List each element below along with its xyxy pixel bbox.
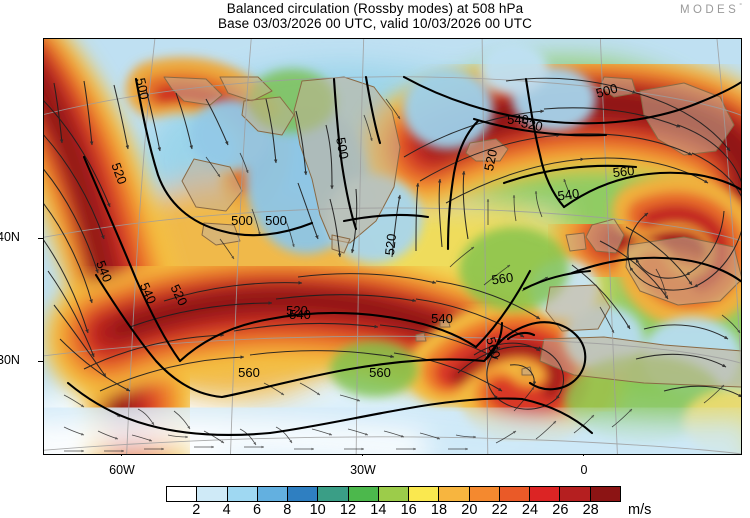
- contour-labels: 500 500 500 500 500 520 520 520 520 520 …: [93, 77, 635, 380]
- contour-label-500-a: 500: [133, 77, 152, 101]
- x-axis-label-30w: 30W: [350, 463, 376, 477]
- brand-text: MODES: [680, 3, 740, 16]
- colorbar-segment-0: [167, 487, 198, 501]
- colorbar-segment-6: [348, 487, 379, 501]
- colorbar-segment-8: [409, 487, 440, 501]
- title-line-2: Base 03/03/2026 00 UTC, valid 10/03/2026…: [218, 16, 532, 31]
- colorbar-tick-22: 22: [491, 502, 508, 518]
- modes-logo: MODES°: [680, 3, 742, 16]
- colorbar[interactable]: [166, 486, 621, 502]
- colorbar-unit-label: m/s: [628, 502, 652, 518]
- y-axis-label-40n: 40N: [0, 230, 20, 244]
- figure-title: Balanced circulation (Rossby modes) at 5…: [0, 1, 750, 31]
- brand-mark: °: [739, 3, 742, 10]
- contour-label-560-b: 560: [369, 365, 391, 380]
- contour-label-500-f: 520: [520, 115, 544, 134]
- contour-label-560-a: 560: [238, 365, 260, 380]
- contour-label-520-e: 520: [481, 148, 500, 172]
- colorbar-tick-labels: 2 4 6 8 10 12 14 16 18 20 22 24 26 28: [166, 502, 621, 518]
- contour-label-500-e: 500: [594, 80, 619, 100]
- colorbar-segment-9: [439, 487, 470, 501]
- contour-label-500-b: 500: [231, 213, 253, 228]
- y-tick-30n: [38, 361, 44, 363]
- map-canvas: 500 500 500 500 500 520 520 520 520 520 …: [44, 39, 741, 454]
- contour-label-540-d: 540: [431, 311, 453, 326]
- y-tick-40n: [38, 238, 44, 240]
- colorbar-tick-4: 4: [222, 502, 231, 518]
- wind-vectors: [44, 77, 741, 453]
- contour-label-520-d: 520: [382, 233, 399, 256]
- contour-label-540-e: 560: [483, 335, 503, 360]
- colorbar-tick-6: 6: [252, 502, 262, 518]
- colorbar-tick-16: 16: [400, 502, 417, 518]
- colorbar-tick-20: 20: [461, 502, 478, 518]
- colorbar-tick-18: 18: [430, 502, 448, 518]
- contour-label-520-a: 520: [108, 161, 130, 187]
- title-line-1: Balanced circulation (Rossby modes) at 5…: [226, 1, 524, 16]
- contour-label-520-g: 540: [557, 186, 581, 204]
- y-axis-label-30n: 30N: [0, 353, 20, 367]
- colorbar-segment-2: [227, 487, 258, 501]
- colorbar-segment-10: [469, 487, 500, 501]
- geopotential-contours: [66, 75, 741, 436]
- colorbar-segment-13: [560, 487, 591, 501]
- contour-label-540-c: 540: [289, 307, 311, 322]
- colorbar-tick-12: 12: [339, 502, 357, 518]
- contour-label-540-g: 560: [612, 163, 635, 180]
- colorbar-tick-14: 14: [370, 502, 387, 518]
- contour-label-500-c: 500: [265, 213, 287, 228]
- colorbar-tick-28: 28: [582, 502, 599, 518]
- colorbar-tick-10: 10: [309, 502, 326, 518]
- map-plot-area[interactable]: 500 500 500 500 500 520 520 520 520 520 …: [43, 38, 742, 455]
- colorbar-segment-7: [378, 487, 410, 501]
- colorbar-tick-26: 26: [552, 502, 569, 518]
- colorbar-segment-11: [499, 487, 531, 501]
- contour-label-540-f: 560: [491, 270, 515, 288]
- contour-label-500-d: 500: [333, 136, 352, 160]
- colorbar-segment-3: [257, 487, 289, 501]
- x-axis-label-0: 0: [580, 463, 588, 477]
- colorbar-segment-1: [197, 487, 228, 501]
- colorbar-segment-12: [530, 487, 561, 501]
- colorbar-segment-14: [590, 487, 620, 501]
- x-axis-label-60w: 60W: [109, 463, 135, 477]
- colorbar-tick-8: 8: [283, 502, 292, 518]
- map-layers: 500 500 500 500 500 520 520 520 520 520 …: [44, 39, 741, 454]
- colorbar-segment-5: [318, 487, 349, 501]
- colorbar-segment-4: [288, 487, 319, 501]
- colorbar-tick-24: 24: [521, 502, 539, 518]
- colorbar-tick-2: 2: [192, 502, 201, 518]
- contour-label-520-c: 520: [286, 303, 308, 318]
- contour-label-520-f: 540: [507, 112, 529, 127]
